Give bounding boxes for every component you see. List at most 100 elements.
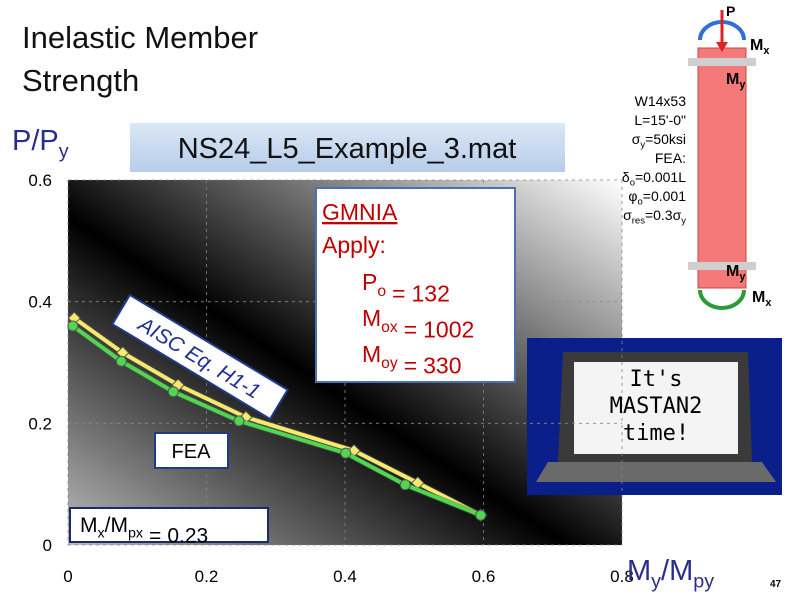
subscript: px (128, 525, 143, 541)
circle-marker (233, 415, 245, 427)
moment-label: Mx (750, 37, 769, 57)
text-part: σ (623, 207, 632, 223)
text-part: L=15'-0" (634, 112, 686, 128)
x-axis-label: My/Mpy (627, 555, 714, 592)
moment-ratio: Mx/Mpx = 0.23 (80, 514, 208, 548)
column (697, 47, 747, 289)
member-prop: L=15'-0" (634, 112, 686, 128)
text-part: =0.3σ (645, 207, 682, 223)
text-part: M (80, 514, 98, 537)
x-tick-label: 0 (63, 567, 72, 586)
x-tick-label: 0.4 (333, 567, 357, 586)
text-part: σ (632, 131, 641, 147)
circle-marker (67, 320, 79, 332)
circle-marker (475, 509, 487, 521)
slide-number: 47 (770, 579, 782, 590)
subscript: o (630, 178, 635, 189)
subscript: res (632, 216, 645, 227)
series-name: FEA (172, 441, 212, 463)
subscript: y (59, 140, 69, 162)
subtitle-box (130, 123, 565, 172)
circle-marker (340, 447, 352, 459)
text-part: W14x53 (635, 93, 687, 109)
load-value: 1002 (423, 317, 474, 343)
x-tick-label: 0.2 (195, 567, 219, 586)
subscript: x (765, 297, 771, 309)
y-tick-label: 0 (43, 536, 52, 555)
y-tick-label: 0.4 (28, 293, 52, 312)
moment-label: Mx (752, 289, 771, 309)
member-prop: W14x53 (635, 93, 687, 109)
text-part: M (627, 555, 651, 587)
subscript: y (640, 140, 645, 151)
label-box (111, 293, 289, 421)
text-part: =0.001 (643, 188, 686, 204)
label-box (154, 432, 229, 469)
circle-marker (167, 386, 179, 398)
member-prop: φo=0.001 (628, 188, 686, 208)
load-value: 132 (411, 281, 449, 307)
subscript: y (739, 79, 745, 91)
text-part: M (752, 289, 765, 306)
equals: = (392, 281, 405, 307)
subscript: y (681, 216, 686, 227)
member-prop: σres=0.3σy (623, 207, 686, 227)
moment-label: My (726, 263, 745, 283)
subscript: py (693, 570, 714, 592)
text-part: FEA: (655, 150, 686, 166)
text-part: M (726, 71, 739, 88)
member-prop: σy=50ksi (632, 131, 686, 151)
ratio-box (69, 507, 269, 543)
subscript: y (651, 570, 661, 592)
bottom-support (688, 262, 756, 270)
text-part: /M (105, 514, 128, 537)
text-part: M (362, 341, 381, 367)
laptop-text: It's (630, 367, 683, 392)
text-part: =50ksi (645, 131, 686, 147)
subscript: x (98, 525, 105, 541)
laptop-text: MASTAN2 (610, 394, 703, 419)
text-part: M (750, 37, 763, 54)
circle-marker (399, 479, 411, 491)
analysis-box (315, 187, 516, 383)
load-line: Po = 132 (362, 269, 450, 307)
laptop-text: time! (623, 421, 689, 446)
subscript: y (739, 271, 745, 283)
subscript: x (763, 45, 769, 57)
subscript: o (637, 197, 642, 208)
text-part: M (362, 305, 381, 331)
text-part: M (726, 263, 739, 280)
load-line: Moy = 330 (362, 341, 462, 379)
member-prop: δo=0.001L (622, 169, 686, 189)
y-tick-label: 0.6 (28, 171, 52, 190)
member-prop: FEA: (655, 150, 686, 166)
x-tick-label: 0.8 (610, 567, 634, 586)
subscript: o (377, 283, 386, 300)
load-label: P (726, 3, 735, 19)
text-part: /M (661, 555, 693, 587)
subscript: oy (381, 355, 398, 372)
equals: = (404, 317, 417, 343)
text-part: φ (628, 188, 637, 204)
load-arrow-head (716, 42, 728, 52)
analysis-subheading: Apply: (322, 232, 386, 258)
moment-arrow (698, 289, 746, 310)
load-value: 330 (423, 353, 461, 379)
title: Inelastic Member Strength (22, 20, 259, 98)
subtitle: NS24_L5_Example_3.mat (178, 133, 517, 165)
laptop-base (536, 462, 776, 482)
analysis-heading: GMNIA (322, 199, 398, 225)
laptop-screen (574, 362, 738, 454)
x-tick-label: 0.6 (472, 567, 496, 586)
text-part: =0.001L (635, 169, 686, 185)
text-part: P (362, 269, 377, 295)
equals: = (149, 525, 161, 548)
moment-label: My (726, 71, 745, 91)
subscript: ox (381, 319, 398, 336)
text-part: P/P (12, 125, 59, 157)
equals: = (404, 353, 417, 379)
ratio-value: 0.23 (167, 525, 208, 548)
load-line: Mox = 1002 (362, 305, 474, 343)
